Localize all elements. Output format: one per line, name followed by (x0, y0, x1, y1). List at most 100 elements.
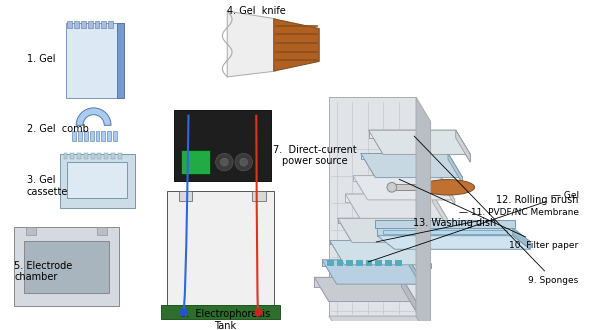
Bar (97, 227, 107, 235)
Text: 3. Gel
cassette: 3. Gel cassette (27, 175, 68, 197)
Polygon shape (353, 176, 440, 181)
Polygon shape (402, 277, 416, 311)
Text: 6.  Electrophoresis
Tank: 6. Electrophoresis Tank (180, 309, 270, 330)
Polygon shape (345, 194, 432, 202)
Bar (181, 150, 210, 174)
Polygon shape (455, 130, 470, 162)
Polygon shape (330, 241, 417, 245)
Polygon shape (337, 218, 425, 223)
Polygon shape (417, 241, 431, 269)
Polygon shape (329, 316, 431, 330)
Polygon shape (314, 277, 416, 302)
Polygon shape (345, 194, 447, 218)
Text: 5. Electrode
chamber: 5. Electrode chamber (14, 261, 73, 282)
Polygon shape (448, 153, 463, 183)
Polygon shape (409, 260, 424, 290)
Circle shape (240, 158, 248, 166)
Bar (324, 261, 407, 262)
Polygon shape (432, 194, 447, 226)
Polygon shape (227, 11, 276, 77)
Polygon shape (377, 236, 530, 249)
Polygon shape (330, 241, 431, 265)
Polygon shape (329, 97, 416, 316)
Bar (84, 153, 88, 159)
Polygon shape (416, 97, 431, 330)
Polygon shape (322, 260, 424, 284)
Bar (94, 21, 99, 27)
Polygon shape (330, 241, 431, 265)
Bar (366, 260, 372, 266)
Bar (162, 306, 280, 319)
Bar (67, 21, 73, 27)
Polygon shape (345, 194, 432, 202)
Polygon shape (455, 130, 470, 162)
Polygon shape (425, 218, 440, 247)
Polygon shape (377, 228, 513, 236)
Polygon shape (383, 230, 507, 234)
Polygon shape (361, 153, 463, 178)
Bar (78, 131, 82, 141)
Bar (346, 260, 353, 266)
Bar (64, 153, 67, 159)
Polygon shape (314, 277, 402, 287)
Text: 10. Filter paper: 10. Filter paper (399, 179, 579, 250)
Polygon shape (425, 218, 440, 247)
Circle shape (387, 182, 396, 192)
Polygon shape (417, 241, 431, 269)
Bar (356, 260, 363, 266)
Polygon shape (375, 220, 515, 228)
Text: 4. Gel  knife: 4. Gel knife (227, 6, 286, 16)
Bar (91, 153, 94, 159)
Text: 1. Gel: 1. Gel (27, 53, 55, 63)
Polygon shape (448, 153, 463, 183)
Polygon shape (369, 130, 455, 138)
Bar (74, 21, 79, 27)
Polygon shape (337, 218, 440, 243)
Bar (385, 260, 392, 266)
Polygon shape (322, 260, 409, 266)
Polygon shape (330, 241, 417, 245)
Bar (324, 260, 407, 261)
Bar (395, 260, 402, 266)
Bar (375, 260, 382, 266)
Bar (108, 21, 113, 27)
Bar (337, 260, 343, 266)
Bar (324, 263, 407, 264)
Bar (84, 131, 88, 141)
Ellipse shape (421, 180, 474, 195)
Bar (107, 131, 111, 141)
Bar (101, 131, 105, 141)
Bar (96, 131, 99, 141)
Polygon shape (432, 194, 447, 226)
Text: — Gel: — Gel (368, 190, 579, 262)
Polygon shape (440, 176, 455, 205)
Polygon shape (353, 176, 455, 200)
Text: 8. Cassette: 8. Cassette (0, 329, 1, 330)
Polygon shape (369, 130, 470, 154)
Bar (101, 21, 106, 27)
Text: 13. Washing dish: 13. Washing dish (413, 218, 496, 228)
Bar (324, 264, 407, 265)
Polygon shape (361, 153, 448, 159)
Circle shape (221, 158, 228, 166)
Bar (90, 131, 94, 141)
Polygon shape (440, 176, 455, 205)
Circle shape (215, 153, 233, 171)
Bar (67, 162, 127, 198)
Bar (88, 21, 93, 27)
Polygon shape (361, 153, 463, 178)
Polygon shape (353, 176, 440, 181)
Bar (118, 153, 122, 159)
Bar (111, 153, 115, 159)
Bar (73, 131, 76, 141)
Bar (327, 260, 334, 266)
Polygon shape (369, 130, 470, 154)
Bar (174, 110, 271, 182)
Polygon shape (409, 260, 424, 290)
Bar (167, 191, 274, 306)
Polygon shape (361, 153, 448, 159)
Polygon shape (337, 218, 440, 243)
Bar (104, 153, 108, 159)
Polygon shape (369, 130, 455, 138)
Bar (77, 153, 81, 159)
